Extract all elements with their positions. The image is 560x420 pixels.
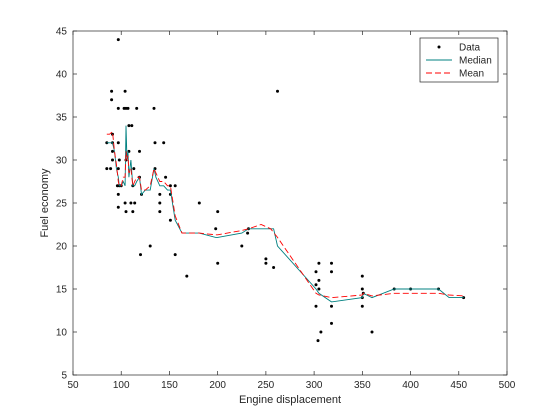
data-point — [124, 210, 128, 214]
data-point — [197, 201, 201, 205]
data-point — [216, 210, 220, 214]
data-point — [105, 167, 109, 171]
data-point — [133, 201, 137, 205]
data-point — [116, 106, 120, 110]
data-point — [370, 330, 374, 334]
data-point — [246, 231, 250, 235]
data-point — [109, 167, 113, 171]
data-point — [168, 218, 172, 222]
data-point — [317, 287, 321, 291]
y-tick-label: 10 — [56, 328, 68, 339]
data-point — [153, 141, 157, 145]
data-point — [216, 261, 220, 265]
axes-box — [72, 30, 508, 376]
data-point — [152, 106, 156, 110]
y-tick-label: 20 — [56, 242, 68, 253]
data-point — [319, 330, 323, 334]
data-point — [264, 261, 268, 265]
data-point — [173, 184, 177, 188]
data-point — [158, 192, 162, 196]
data-point — [360, 287, 364, 291]
data-point — [317, 278, 321, 282]
data-point — [158, 210, 162, 214]
data-point — [139, 253, 142, 257]
legend-median-label: Median — [459, 56, 492, 67]
median-series-line — [106, 125, 464, 303]
data-point — [276, 89, 279, 93]
plot-area — [105, 38, 466, 343]
data-point — [126, 106, 130, 110]
data-point — [129, 201, 133, 205]
data-point — [314, 283, 318, 287]
x-tick-label: 150 — [161, 380, 178, 391]
data-point — [164, 175, 168, 179]
data-point — [214, 227, 218, 231]
data-point — [117, 158, 121, 162]
x-tick-label: 500 — [499, 380, 516, 391]
data-point — [360, 274, 364, 278]
mean-series-line — [106, 130, 464, 299]
data-point — [168, 184, 172, 188]
data-point — [330, 261, 333, 265]
y-tick-label: 30 — [56, 156, 68, 167]
data-point — [317, 261, 321, 265]
data-point — [111, 158, 114, 162]
x-tick-label: 400 — [402, 380, 419, 391]
data-point — [116, 192, 120, 196]
data-point — [148, 244, 152, 248]
data-point — [173, 253, 177, 257]
data-point — [127, 124, 131, 128]
data-point — [316, 339, 320, 343]
legend-data-label: Data — [459, 43, 481, 54]
axis-ticks: 50 100 150 200 250 300 350 400 450 500 5 10 15 20 25 30… — [56, 27, 516, 392]
data-point — [240, 244, 244, 248]
x-tick-label: 350 — [354, 380, 371, 391]
data-point — [314, 270, 318, 274]
x-tick-label: 50 — [67, 380, 79, 391]
data-point — [330, 270, 333, 274]
data-point — [162, 141, 166, 145]
data-point — [116, 205, 120, 209]
data-point — [111, 149, 114, 153]
y-tick-label: 45 — [56, 27, 68, 38]
data-point — [360, 304, 364, 308]
data-point — [131, 210, 135, 214]
x-tick-label: 100 — [113, 380, 130, 391]
data-point — [314, 304, 318, 308]
y-tick-label: 5 — [61, 371, 67, 382]
data-point — [138, 149, 141, 153]
data-point — [123, 201, 127, 205]
data-point — [110, 98, 114, 102]
data-point — [130, 124, 134, 128]
data-point — [132, 167, 136, 171]
data-point — [330, 321, 333, 325]
data-point — [116, 38, 120, 42]
y-tick-label: 35 — [56, 113, 68, 124]
y-tick-label: 15 — [56, 285, 68, 296]
x-tick-label: 450 — [450, 380, 467, 391]
data-point — [264, 257, 268, 261]
legend: Data Median Mean — [419, 37, 499, 83]
x-axis-label: Engine displacement — [239, 394, 341, 406]
y-tick-label: 25 — [56, 199, 68, 210]
data-point — [123, 89, 127, 93]
data-point — [116, 167, 120, 171]
x-tick-label: 200 — [209, 380, 226, 391]
data-point — [116, 141, 120, 145]
legend-mean-label: Mean — [459, 69, 484, 80]
y-tick-label: 40 — [56, 70, 68, 81]
x-tick-label: 250 — [258, 380, 275, 391]
data-point — [110, 89, 114, 93]
data-point — [330, 304, 333, 308]
x-tick-label: 300 — [306, 380, 323, 391]
legend-data-swatch — [437, 45, 441, 49]
y-axis-label: Fuel economy — [39, 168, 51, 238]
data-point — [272, 266, 276, 269]
data-point — [158, 201, 162, 205]
data-point — [185, 274, 189, 278]
data-point — [135, 106, 139, 110]
